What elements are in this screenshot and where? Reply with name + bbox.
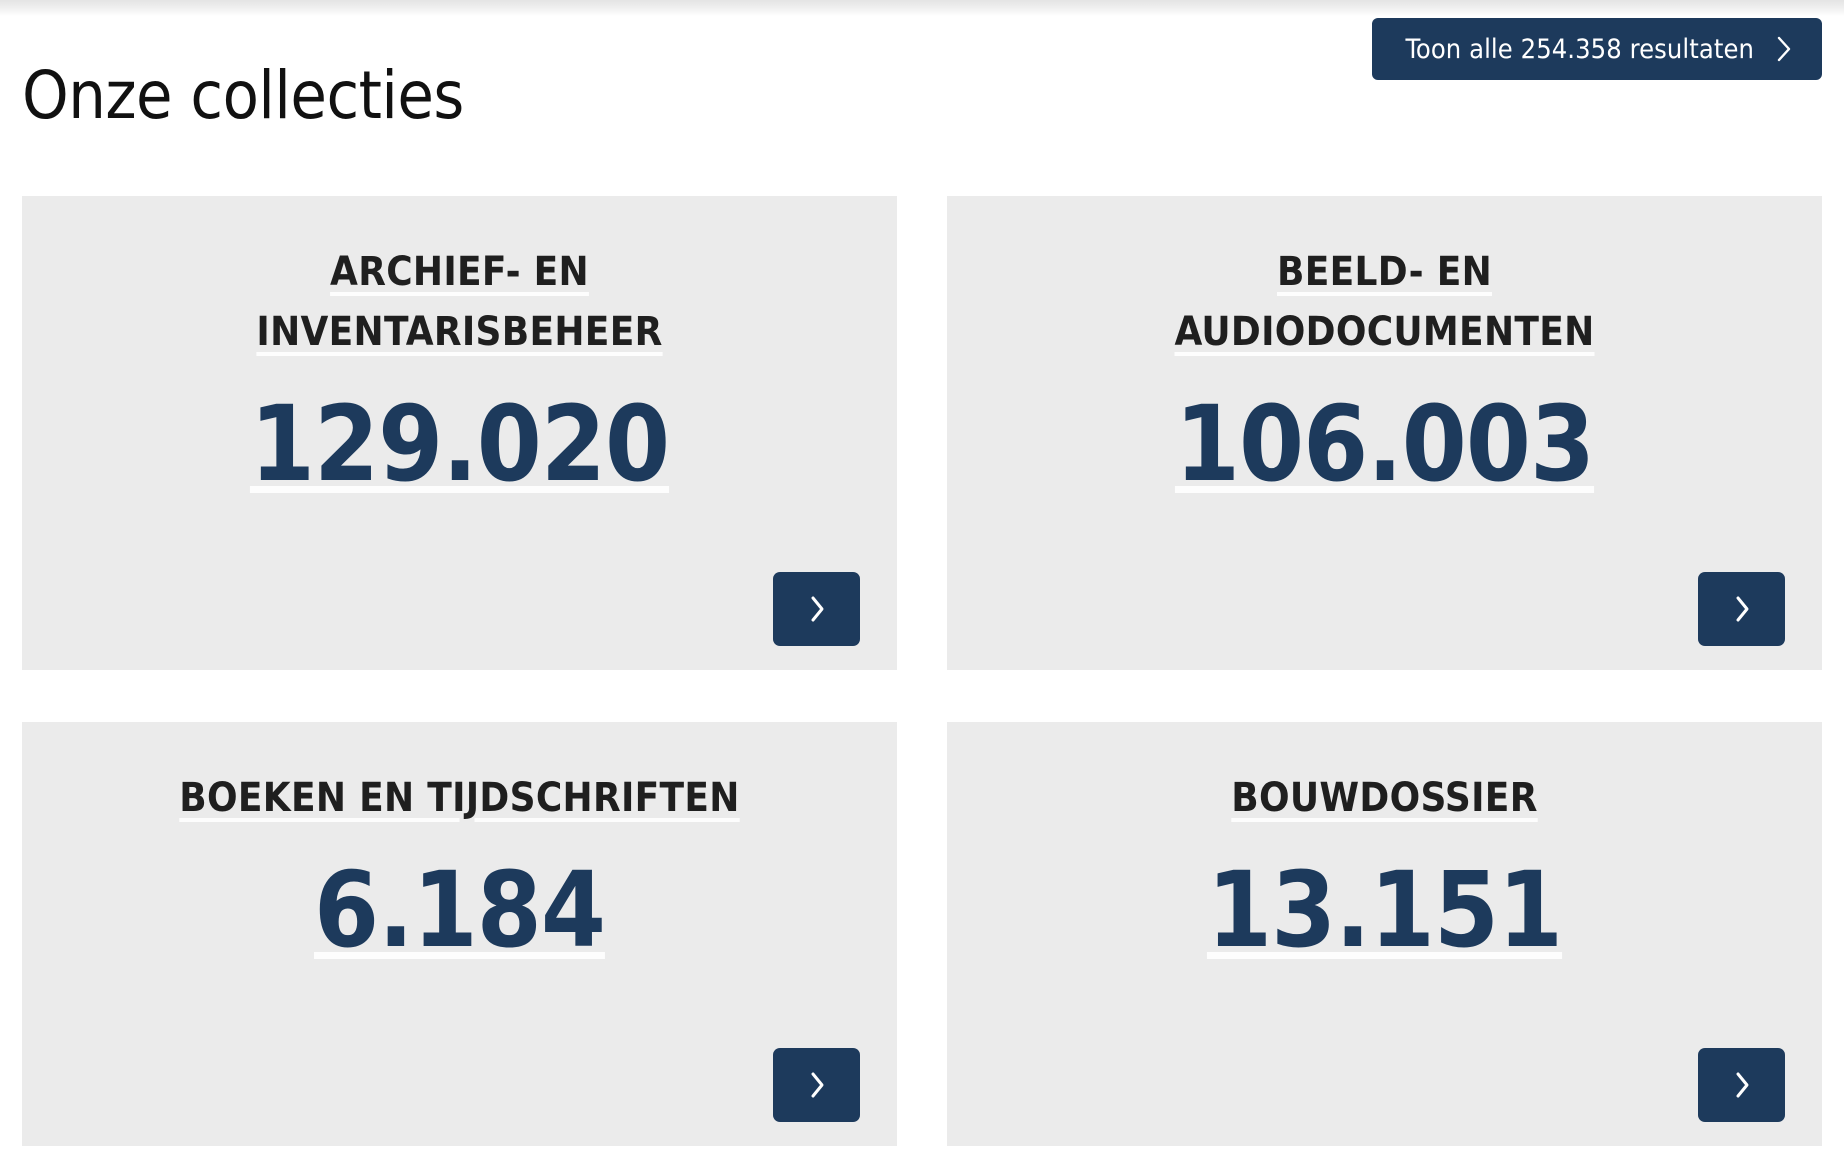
collection-card-arrow-button[interactable] bbox=[1698, 1048, 1785, 1122]
collection-card-title[interactable]: BOEKEN EN TIJDSCHRIFTEN bbox=[179, 775, 740, 821]
collection-card-count[interactable]: 106.003 bbox=[1174, 383, 1595, 505]
collection-card-title[interactable]: ARCHIEF- EN INVENTARISBEHEER bbox=[256, 249, 663, 355]
collection-card-count[interactable]: 129.020 bbox=[249, 383, 670, 505]
chevron-right-icon bbox=[807, 1070, 827, 1100]
chevron-right-icon bbox=[1776, 36, 1792, 62]
collection-card-arrow-button[interactable] bbox=[1698, 572, 1785, 646]
collection-card-count[interactable]: 6.184 bbox=[314, 849, 606, 971]
collection-card-title[interactable]: BOUWDOSSIER bbox=[1231, 775, 1538, 821]
collection-card-title[interactable]: BEELD- EN AUDIODOCUMENTEN bbox=[1174, 249, 1595, 355]
chevron-right-icon bbox=[807, 594, 827, 624]
collection-card-bouwdossier[interactable]: BOUWDOSSIER 13.151 bbox=[947, 722, 1822, 1146]
collection-card-boeken-en-tijdschriften[interactable]: BOEKEN EN TIJDSCHRIFTEN 6.184 bbox=[22, 722, 897, 1146]
collection-card-archief-en-inventarisbeheer[interactable]: ARCHIEF- EN INVENTARISBEHEER 129.020 bbox=[22, 196, 897, 670]
show-all-results-label: Toon alle 254.358 resultaten bbox=[1405, 33, 1754, 65]
page-header: Onze collecties Toon alle 254.358 result… bbox=[22, 0, 1822, 196]
collection-card-beeld-en-audiodocumenten[interactable]: BEELD- EN AUDIODOCUMENTEN 106.003 bbox=[947, 196, 1822, 670]
collection-card-arrow-button[interactable] bbox=[773, 1048, 860, 1122]
chevron-right-icon bbox=[1732, 1070, 1752, 1100]
chevron-right-icon bbox=[1732, 594, 1752, 624]
collections-grid: ARCHIEF- EN INVENTARISBEHEER 129.020 BEE… bbox=[22, 196, 1822, 1146]
collection-card-count[interactable]: 13.151 bbox=[1206, 849, 1563, 971]
show-all-results-button[interactable]: Toon alle 254.358 resultaten bbox=[1371, 18, 1822, 80]
collection-card-arrow-button[interactable] bbox=[773, 572, 860, 646]
page-title: Onze collecties bbox=[22, 57, 464, 135]
